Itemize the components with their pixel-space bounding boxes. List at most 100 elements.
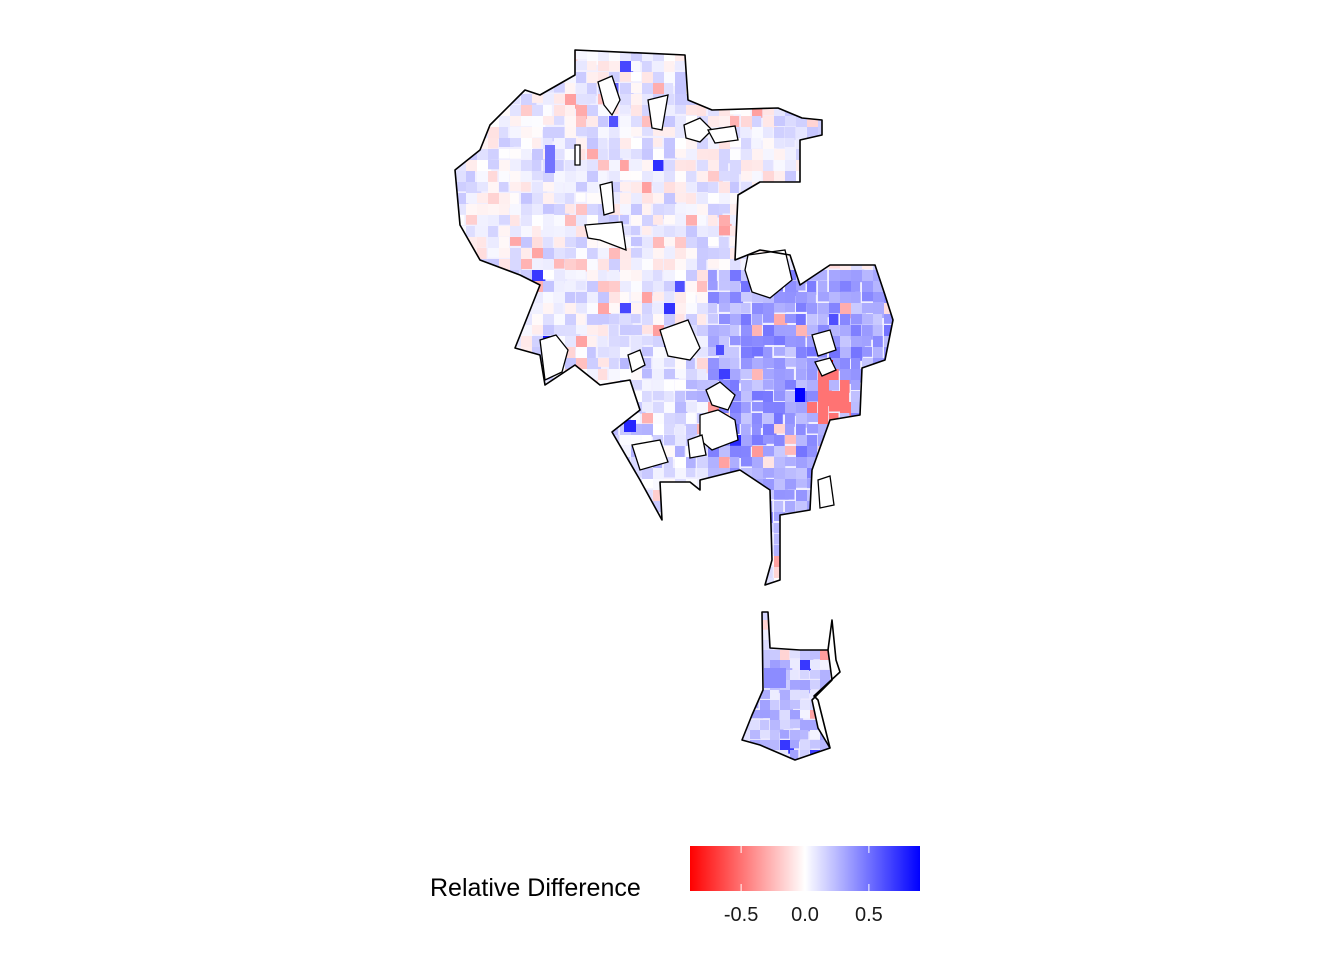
tract-cell: [884, 534, 893, 549]
tract-cell: [642, 138, 653, 150]
tract-cell: [521, 391, 532, 403]
tract-cell: [620, 138, 635, 150]
tract-cell: [543, 182, 555, 192]
tract-cell: [697, 215, 707, 226]
tract-cell: [774, 347, 787, 356]
tract-cell: [477, 545, 487, 557]
tract-cell: [884, 391, 893, 407]
tract-cell: [763, 237, 773, 252]
tract-cell: [664, 127, 677, 137]
tract-cell: [598, 446, 612, 459]
tract-cell: [664, 116, 678, 129]
tract-cell: [620, 215, 629, 225]
tract-cell: [785, 545, 799, 560]
tract-cell: [763, 61, 779, 77]
tract-cell: [818, 193, 828, 208]
tract-cell: [510, 413, 521, 426]
tract-cell: [774, 424, 786, 434]
tract-cell: [686, 534, 696, 548]
tract-cell: [664, 193, 677, 207]
tract-cell: [510, 149, 524, 159]
tract-cell: [675, 446, 685, 459]
tract-cell: [790, 730, 801, 742]
tract-cell: [521, 292, 531, 302]
tract-cell: [807, 259, 818, 269]
tract-cell: [742, 730, 750, 744]
tract-cell: [829, 149, 844, 163]
tract-cell: [840, 380, 850, 393]
tract-cell: [477, 105, 491, 120]
tract-cell: [609, 369, 620, 382]
tract-cell: [488, 204, 501, 216]
tract-cell: [565, 512, 580, 525]
legend-tick-marks: [740, 846, 870, 891]
tract-cell: [800, 630, 811, 640]
tract-cell: [477, 270, 488, 282]
tract-cell: [576, 215, 588, 229]
tract-cell: [818, 523, 832, 537]
tract-cell: [609, 325, 619, 338]
tract-cell: [719, 160, 728, 174]
tract-cell: [862, 402, 875, 414]
tract-cell: [642, 182, 652, 196]
tract-cell: [609, 523, 622, 533]
tract-cell: [477, 347, 491, 360]
tract-cell: [750, 620, 762, 633]
tract-cell: [675, 490, 690, 503]
tract-cell: [884, 380, 893, 392]
tract-cell: [598, 270, 607, 285]
tract-cell: [488, 94, 502, 106]
tract-cell: [565, 424, 579, 435]
tract-cell: [466, 325, 478, 338]
tract-cell: [675, 578, 689, 585]
tract-cell: [807, 501, 821, 514]
tract-cell: [620, 325, 636, 336]
tract-cell: [466, 589, 479, 599]
tract-cell: [884, 446, 893, 459]
tract-cell: [807, 292, 816, 308]
tract-cell: [587, 578, 600, 585]
tract-cell: [708, 523, 721, 536]
tract-cell: [642, 127, 656, 136]
tract-cell: [851, 435, 861, 448]
tract-cell: [686, 391, 699, 400]
tract-cell: [609, 512, 621, 521]
tract-cell: [774, 237, 789, 251]
tract-cell: [466, 50, 477, 64]
tract-cell: [730, 171, 739, 186]
tract-cell: [719, 534, 732, 550]
tract-cell: [780, 640, 789, 649]
tract-cell: [862, 226, 877, 239]
tract-cell: [730, 61, 743, 74]
tract-cell: [510, 567, 525, 580]
tract-cell: [609, 182, 623, 193]
tract-cell: [653, 380, 667, 392]
tract-cell: [862, 138, 873, 149]
tract-cell: [543, 171, 555, 183]
tract-cell: [510, 446, 520, 458]
tract-cell: [675, 380, 690, 390]
tract-cell: [455, 50, 466, 61]
tract-cell: [554, 534, 564, 549]
tract-cell: [543, 424, 555, 434]
tract-cell: [884, 556, 893, 568]
tract-cell: [763, 369, 778, 380]
tract-cell: [455, 248, 469, 260]
tract-cell: [750, 670, 761, 682]
tract-cell: [708, 358, 723, 371]
tract-cell: [730, 303, 741, 318]
tract-cell: [807, 446, 818, 459]
tract-cell: [796, 424, 806, 440]
tract-cell: [873, 556, 887, 569]
tract-cell: [521, 369, 535, 380]
tract-cell: [752, 160, 766, 173]
tract-cell: [521, 127, 533, 141]
tract-cell: [543, 105, 552, 118]
tract-cell: [884, 83, 893, 93]
tract-cell: [862, 424, 872, 435]
tract-cell: [686, 149, 700, 160]
tract-cell: [631, 281, 646, 294]
tract-cell: [763, 435, 776, 444]
tract-cell: [730, 446, 744, 458]
tract-cell: [499, 72, 509, 82]
